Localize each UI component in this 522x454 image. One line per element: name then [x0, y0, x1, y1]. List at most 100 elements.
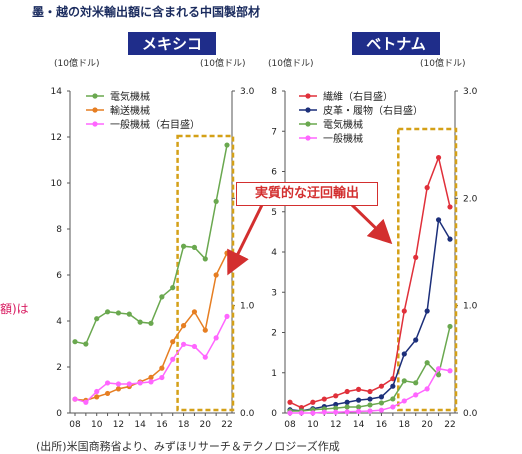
mexico-data-point [180, 243, 187, 249]
vietnam-data-point [310, 410, 316, 416]
vietnam-legend-label: 一般機械 [323, 132, 363, 145]
vietnam-data-point [333, 393, 339, 399]
mexico-x-tick-label: 10 [91, 420, 103, 430]
mexico-data-point [213, 198, 219, 204]
vietnam-left-tick-label: 3 [271, 288, 277, 298]
vietnam-data-point [435, 372, 442, 378]
vietnam-right-unit: (10億ドル) [420, 59, 466, 69]
vietnam-data-point [310, 399, 316, 405]
mexico-data-point [126, 381, 132, 387]
mexico-left-tick-label: 12 [51, 133, 62, 143]
mexico-x-tick-label: 12 [113, 420, 124, 430]
vietnam-data-point [378, 383, 385, 389]
vietnam-data-point [344, 388, 350, 395]
vietnam-data-point [333, 401, 339, 408]
vietnam-data-point [355, 408, 362, 414]
mexico-data-point [104, 380, 111, 386]
mexico-data-point [104, 390, 111, 397]
vietnam-right-tick-label: 3.0 [463, 87, 478, 97]
page-title: 墨・越の対米輸出額に含まれる中国製部材 [32, 5, 261, 19]
vietnam-left-tick-label: 2 [271, 329, 277, 339]
source-footer: (出所)米国商務省より、みずほリサーチ＆テクノロジーズ作成 [36, 440, 340, 453]
mexico-legend-label: 電気機械 [110, 90, 150, 103]
left-text-fragment: 額)は [0, 302, 29, 316]
mexico-x-tick-label: 08 [69, 420, 81, 430]
mexico-left-tick-label: 10 [51, 179, 63, 189]
vietnam-data-point [401, 378, 407, 384]
mexico-data-point [224, 250, 230, 256]
vietnam-x-tick-label: 18 [399, 420, 411, 430]
mexico-data-point [83, 341, 89, 347]
mexico-data-point [213, 335, 219, 341]
mexico-data-point [148, 374, 154, 380]
mexico-left-tick-label: 4 [56, 317, 62, 327]
mexico-right-tick-label: 1.0 [240, 302, 255, 312]
vietnam-data-point [390, 376, 396, 382]
vietnam-data-point [355, 404, 362, 410]
mexico-data-point [180, 323, 187, 329]
vietnam-data-point [378, 394, 385, 400]
vietnam-data-point [355, 386, 362, 392]
mexico-data-point [94, 388, 100, 395]
mexico-x-tick-label: 18 [178, 420, 190, 430]
vietnam-data-point [424, 308, 430, 314]
vietnam-data-point [435, 217, 442, 223]
vietnam-left-tick-label: 6 [271, 168, 277, 178]
vietnam-data-point [424, 185, 430, 191]
vietnam-data-point [413, 337, 419, 343]
vietnam-x-tick-label: 08 [284, 420, 296, 430]
mexico-data-point [224, 142, 230, 148]
vietnam-legend-label: 繊維（右目盛） [323, 90, 393, 103]
mexico-right-tick-label: 3.0 [240, 87, 255, 97]
mexico-legend-label: 輸送機械 [110, 104, 150, 117]
mexico-data-point [159, 365, 165, 371]
mexico-right-tick-label: 0.0 [240, 409, 255, 419]
vietnam-data-point [413, 380, 419, 386]
vietnam-x-tick-label: 16 [376, 420, 388, 430]
vietnam-left-tick-label: 1 [271, 369, 277, 379]
vietnam-left-tick-label: 8 [271, 87, 277, 97]
vietnam-data-point [447, 204, 453, 210]
vietnam-legend-marker [305, 135, 311, 141]
vietnam-data-point [378, 407, 385, 413]
vietnam-data-point [333, 405, 339, 411]
vietnam-data-point [401, 308, 407, 314]
mexico-left-tick-label: 14 [51, 87, 63, 97]
mexico-data-point [213, 272, 219, 278]
mexico-data-point [159, 374, 165, 381]
vietnam-x-tick-label: 10 [307, 420, 319, 430]
mexico-data-point [137, 319, 143, 325]
vietnam-data-point [390, 404, 396, 410]
mexico-left-tick-label: 2 [56, 363, 62, 373]
mexico-data-point [170, 356, 176, 362]
mexico-data-point [104, 309, 111, 315]
vietnam-legend-marker [305, 121, 311, 127]
vietnam-data-point [367, 396, 373, 402]
mexico-data-point [115, 386, 122, 392]
vietnam-x-tick-label: 14 [353, 420, 365, 430]
vietnam-right-tick-label: 1.0 [463, 302, 478, 312]
mexico-data-point [94, 316, 100, 322]
mexico-left-tick-label: 6 [56, 271, 62, 281]
vietnam-data-point [333, 409, 339, 415]
mexico-x-tick-label: 14 [134, 420, 146, 430]
mexico-data-point [191, 343, 198, 350]
vietnam-data-point [367, 402, 373, 408]
vietnam-data-point [424, 360, 430, 366]
mexico-series-line [74, 144, 228, 345]
vietnam-left-tick-label: 4 [271, 248, 277, 258]
mexico-left-tick-label: 0 [56, 409, 62, 419]
vietnam-data-point [378, 400, 385, 406]
vietnam-data-point [435, 154, 442, 161]
chart-title-mexico: メキシコ [128, 32, 216, 55]
vietnam-x-tick-label: 20 [421, 420, 433, 430]
vietnam-highlight-box [397, 127, 458, 412]
vietnam-data-point [355, 397, 362, 403]
vietnam-data-point [321, 396, 327, 402]
mexico-left-tick-label: 8 [56, 225, 62, 235]
vietnam-data-point [298, 410, 305, 416]
mexico-data-point [72, 339, 78, 345]
mexico-data-point [137, 380, 143, 386]
vietnam-data-point [447, 368, 453, 374]
